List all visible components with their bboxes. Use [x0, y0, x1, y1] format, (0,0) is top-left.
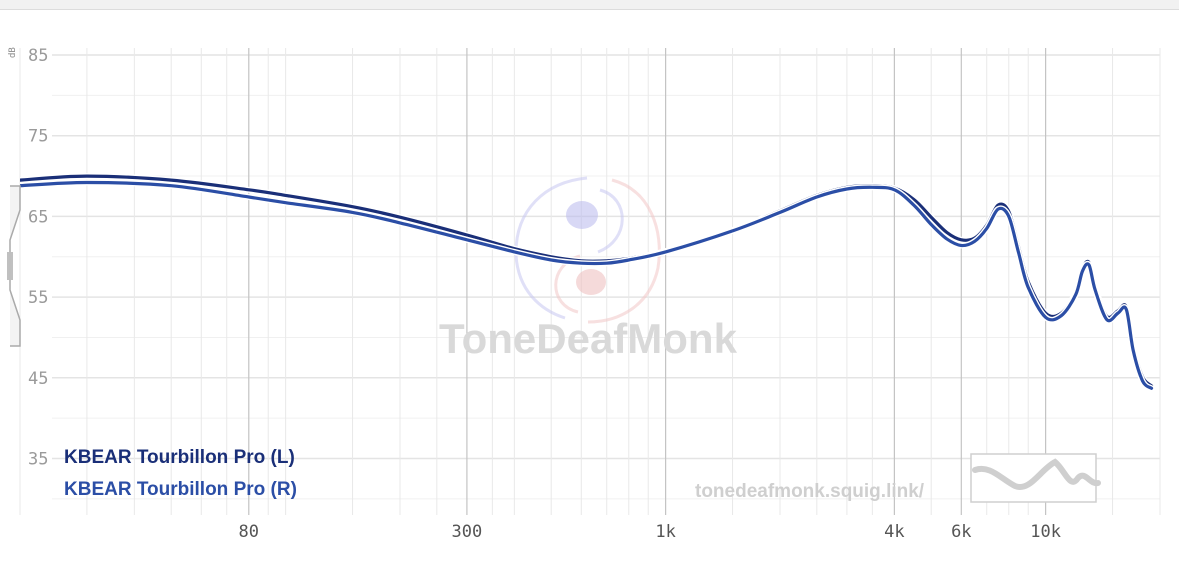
x-tick-label: 10k — [1030, 522, 1061, 542]
x-tick-label: 4k — [884, 522, 904, 542]
x-axis-labels: 80 300 1k 4k 6k 10k — [239, 522, 1061, 542]
response-curves — [20, 173, 1155, 392]
zoom-handle-icon[interactable] — [7, 185, 21, 347]
series-line-right[interactable] — [20, 180, 1154, 390]
top-toolbar — [0, 0, 1179, 10]
source-url-watermark: tonedeafmonk.squig.link/ — [695, 481, 925, 502]
y-tick-label: 85 — [28, 46, 48, 66]
monk-logo-watermark — [514, 176, 661, 324]
x-tick-label: 300 — [452, 522, 483, 542]
y-axis-unit: dB — [8, 47, 18, 58]
y-tick-label: 55 — [28, 288, 48, 308]
y-axis-labels: 85 75 65 55 45 35 — [28, 46, 48, 470]
y-tick-label: 75 — [28, 127, 48, 147]
x-tick-label: 6k — [951, 522, 971, 542]
x-tick-label: 80 — [239, 522, 259, 542]
y-tick-label: 35 — [28, 450, 48, 470]
legend-item-right[interactable]: KBEAR Tourbillon Pro (R) — [64, 479, 297, 500]
legend: KBEAR Tourbillon Pro (L) KBEAR Tourbillo… — [64, 447, 297, 500]
horizontal-gridlines — [52, 54, 1160, 500]
legend-item-left[interactable]: KBEAR Tourbillon Pro (L) — [64, 447, 295, 468]
graph-preview-thumbnail[interactable] — [970, 453, 1101, 503]
x-tick-label: 1k — [655, 522, 675, 542]
brand-watermark: ToneDeafMonk — [439, 315, 738, 362]
y-tick-label: 45 — [28, 369, 48, 389]
y-tick-label: 65 — [28, 207, 48, 227]
vertical-gridlines — [19, 48, 1161, 515]
